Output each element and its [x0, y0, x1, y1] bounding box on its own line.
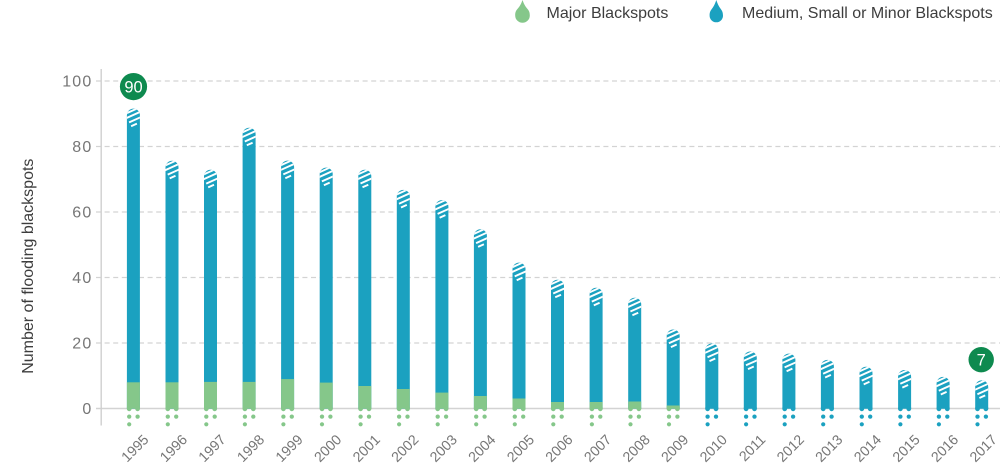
svg-text:Number of flooding blackspots: Number of flooding blackspots	[20, 159, 37, 374]
svg-text:80: 80	[72, 139, 92, 156]
svg-text:2003: 2003	[427, 432, 461, 463]
svg-text:40: 40	[72, 270, 92, 287]
svg-text:2007: 2007	[581, 432, 615, 463]
svg-text:1997: 1997	[196, 432, 230, 463]
svg-text:60: 60	[72, 205, 92, 222]
svg-text:2016: 2016	[928, 432, 962, 463]
svg-text:2002: 2002	[389, 432, 423, 463]
svg-text:1995: 1995	[119, 432, 153, 463]
svg-text:2004: 2004	[466, 432, 500, 463]
svg-text:1998: 1998	[234, 432, 268, 463]
svg-text:2015: 2015	[890, 432, 924, 463]
svg-text:2009: 2009	[658, 432, 692, 463]
svg-text:2013: 2013	[813, 432, 847, 463]
svg-text:2017: 2017	[967, 432, 1000, 463]
svg-text:20: 20	[72, 336, 92, 353]
svg-text:1996: 1996	[157, 432, 191, 463]
svg-text:2006: 2006	[543, 432, 577, 463]
svg-text:2011: 2011	[736, 432, 769, 463]
svg-text:2000: 2000	[311, 432, 345, 463]
svg-text:100: 100	[62, 74, 92, 91]
svg-text:7: 7	[977, 352, 986, 370]
svg-text:2005: 2005	[504, 432, 538, 463]
svg-text:1999: 1999	[273, 432, 307, 463]
svg-text:2014: 2014	[851, 432, 885, 463]
svg-text:2008: 2008	[620, 432, 654, 463]
svg-text:2010: 2010	[697, 432, 731, 463]
svg-text:90: 90	[124, 79, 142, 97]
svg-text:Medium, Small or Minor Blacksp: Medium, Small or Minor Blackspots	[742, 5, 993, 22]
svg-text:2012: 2012	[774, 432, 808, 463]
svg-text:Major Blackspots: Major Blackspots	[547, 5, 669, 22]
svg-text:2001: 2001	[350, 432, 384, 463]
svg-text:0: 0	[82, 401, 92, 418]
